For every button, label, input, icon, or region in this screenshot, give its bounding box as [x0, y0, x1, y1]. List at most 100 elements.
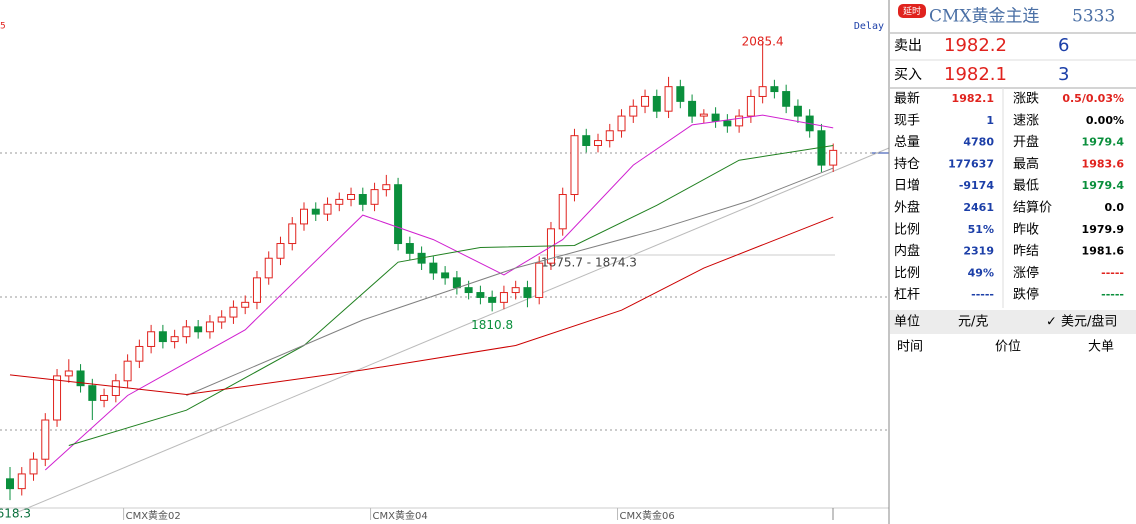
candle-body — [382, 184, 391, 191]
stat-value: 1982.1 — [952, 92, 994, 105]
quote-panel: 延时 CMX黄金主连 5333 卖出 1982.2 6 买入 1982.1 3 … — [890, 0, 1136, 524]
candle-body — [511, 287, 520, 294]
candle-body — [170, 336, 179, 343]
sell-price: 1982.2 — [944, 35, 1007, 56]
candle-body — [53, 375, 62, 421]
candle-body — [394, 184, 403, 245]
candle-body — [746, 95, 755, 117]
candle-body — [135, 345, 144, 362]
candle-body — [182, 326, 191, 338]
candle-body — [64, 370, 73, 377]
price-annotation: 2085.4 — [742, 35, 784, 49]
candle-body — [347, 194, 356, 200]
stat-label: 涨跌 — [1013, 91, 1039, 107]
candle-body — [441, 272, 450, 279]
candle-body — [288, 223, 297, 245]
stat-value: 1 — [986, 114, 994, 127]
candle-body — [523, 287, 532, 298]
trades-header: 时间 — [897, 340, 923, 355]
sell-volume: 6 — [1058, 35, 1069, 56]
x-label: CMX黄金02 — [126, 509, 181, 522]
candle-body — [735, 115, 744, 127]
buy-label: 买入 — [894, 67, 922, 83]
stat-label: 日增 — [894, 179, 920, 194]
buy-volume: 3 — [1058, 64, 1069, 85]
candle-body — [829, 149, 838, 166]
x-label: CMX黄金06 — [620, 509, 675, 522]
stat-label: 结算价 — [1013, 201, 1052, 216]
stat-label: 持仓 — [894, 157, 920, 172]
candle-body — [100, 394, 109, 401]
candle-body — [688, 100, 697, 117]
stat-value: 1981.6 — [1082, 245, 1125, 258]
candle-body — [582, 135, 591, 146]
candle-body — [605, 130, 614, 142]
stat-label: 杠杆 — [894, 287, 920, 303]
candle-body — [323, 203, 332, 215]
instrument-title: CMX黄金主连 — [929, 7, 1040, 27]
candle-body — [676, 86, 685, 102]
corner-note: 5 — [0, 22, 6, 32]
stat-value: ----- — [1101, 266, 1124, 279]
stat-value: 2461 — [963, 201, 994, 214]
candle-body — [405, 243, 414, 254]
candle-body — [29, 458, 38, 475]
stat-label: 现手 — [894, 113, 920, 128]
candle-body — [264, 257, 273, 279]
candle-body — [311, 208, 320, 215]
candle-body — [570, 135, 579, 196]
candle-body — [276, 243, 285, 259]
candle-body — [488, 296, 497, 303]
sell-label: 卖出 — [894, 38, 922, 54]
chart-bg — [0, 0, 889, 524]
candle-body — [699, 113, 708, 117]
stat-value: 1979.4 — [1082, 136, 1125, 149]
stat-value: 0.00% — [1086, 114, 1124, 127]
candle-body — [476, 292, 485, 298]
candle-body — [758, 86, 767, 97]
stat-label: 最低 — [1013, 179, 1039, 194]
stat-label: 最高 — [1013, 156, 1039, 172]
trades-header: 价位 — [995, 340, 1021, 355]
candle-body — [111, 380, 120, 396]
candle-body — [652, 95, 661, 112]
candle-body — [358, 194, 367, 205]
unit-option[interactable]: 元/克 — [958, 315, 988, 330]
stat-value: 0.0 — [1105, 201, 1125, 214]
candle-body — [594, 140, 602, 146]
unit-label: 单位 — [894, 315, 920, 330]
moving-average — [186, 167, 834, 396]
plot: 2085.4 1810.8 1618.3 CMX黄金02 CMX黄金04 CMX黄金06 — [0, 35, 838, 522]
stat-label: 内盘 — [894, 243, 920, 259]
candle-body — [241, 301, 250, 308]
candle-body — [88, 385, 97, 401]
candle-body — [452, 277, 461, 289]
stat-value: 2319 — [963, 245, 994, 258]
stat-value: 1979.9 — [1082, 223, 1124, 236]
panel-bg — [890, 0, 1136, 524]
candle-body — [664, 86, 673, 112]
stat-label: 涨停 — [1013, 265, 1039, 281]
stat-label: 跌停 — [1013, 287, 1039, 303]
candle-body — [217, 316, 226, 323]
stat-value: ----- — [1101, 288, 1124, 301]
range-label: 1875.7 - 1874.3 — [541, 256, 637, 270]
candle-body — [17, 473, 26, 490]
unit-option[interactable]: ✓ 美元/盘司 — [1046, 314, 1117, 330]
candle-body — [123, 360, 132, 382]
candle-body — [641, 95, 650, 107]
stat-label: 外盘 — [894, 200, 920, 216]
candle-body — [629, 105, 638, 117]
buy-price: 1982.1 — [944, 64, 1007, 85]
stat-label: 比例 — [894, 222, 920, 237]
stat-value: 4780 — [963, 136, 994, 149]
price-annotation: 1810.8 — [471, 318, 513, 332]
stat-value: ----- — [971, 288, 994, 301]
candle-body — [300, 208, 308, 225]
stat-value: 49% — [968, 266, 994, 279]
x-label: CMX黄金04 — [373, 509, 428, 522]
candle-body — [205, 321, 214, 333]
candle-body — [158, 331, 167, 343]
stat-label: 最新 — [894, 91, 920, 107]
